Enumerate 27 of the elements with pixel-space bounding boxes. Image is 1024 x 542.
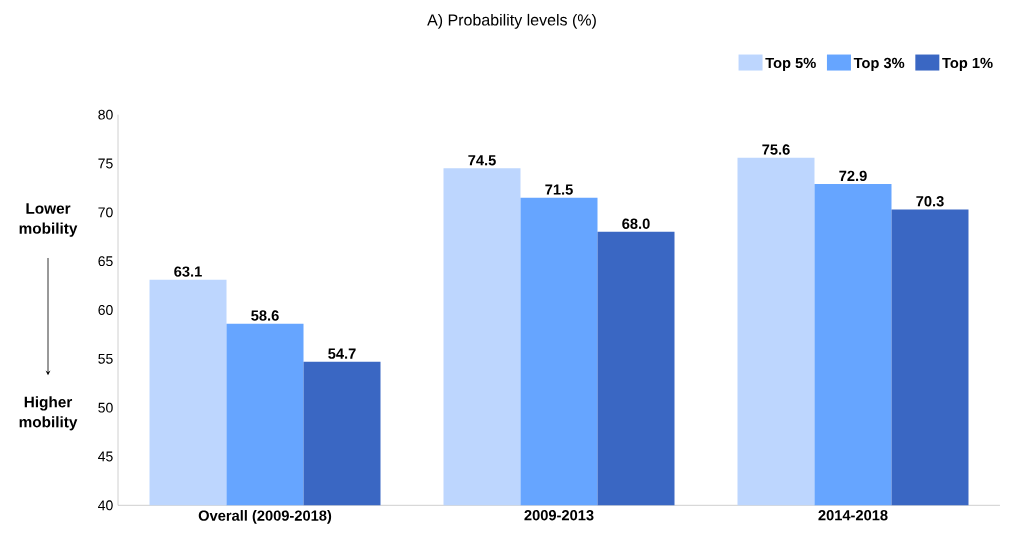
y-tick-label: 50 [98,402,113,413]
text: 72.9 [839,170,867,182]
legend-label: Top 3% [853,57,905,72]
text: 68.0 [622,218,650,229]
y-tick-label: 65 [98,256,113,267]
text: 54.7 [328,348,356,359]
y-tick-label: 40 [98,500,113,511]
text: 70.3 [916,196,944,207]
y-tick-label: 70 [98,207,113,218]
text: Higher mobility [19,396,78,431]
y-tick-label: 55 [98,353,113,364]
text: Lower mobility [19,203,78,237]
y-tick-label: 45 [98,451,113,462]
text: 63.1 [174,266,202,277]
text: 71.5 [545,184,573,195]
x-tick-label: 2009-2013 [524,510,594,521]
x-tick-label: 2014-2018 [818,510,888,521]
legend-label: Top 5% [765,57,816,71]
x-tick-label: Overall (2009-2018) [198,510,332,524]
y-tick-label: 60 [98,305,113,315]
text: 58.6 [251,310,279,321]
legend-label: Top 1% [942,57,993,71]
y-tick-label: 80 [98,109,113,120]
text: 75.6 [762,144,790,155]
chart-title: A) Probability levels (%) [427,13,596,29]
text: 74.5 [468,155,496,166]
y-tick-label: 75 [98,158,113,169]
